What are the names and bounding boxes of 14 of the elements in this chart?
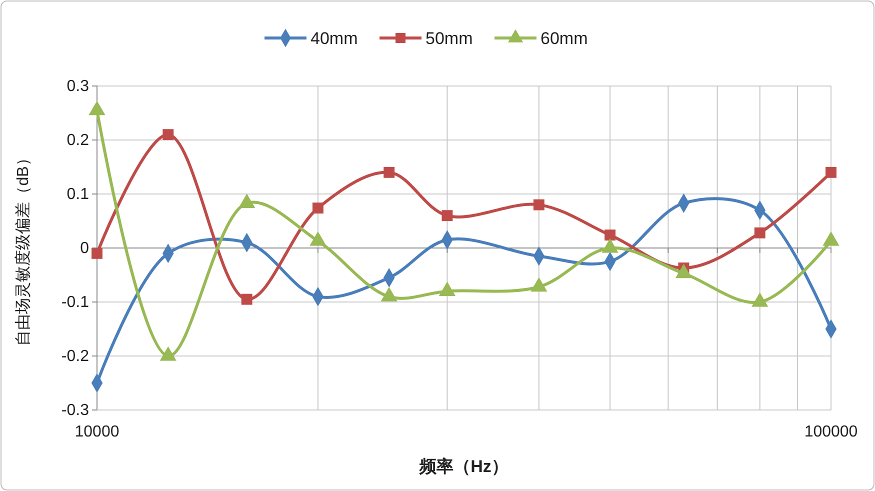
y-tick-label: 0.3 — [66, 78, 90, 96]
y-tick-label: 0.2 — [66, 132, 90, 150]
y-tick-label: 0.1 — [66, 186, 90, 204]
y-tick-label: -0.1 — [61, 294, 90, 312]
y-axis-title: 自由场灵敏度级偏差（dB） — [14, 150, 32, 346]
y-tick-label: -0.2 — [61, 348, 90, 366]
x-tick-label: 100000 — [804, 423, 858, 440]
legend-label: 40mm — [310, 29, 358, 48]
legend-label: 60mm — [540, 29, 588, 48]
y-tick-label: 0 — [80, 240, 90, 258]
x-axis-title: 频率（Hz） — [418, 457, 508, 476]
y-tick-label: -0.3 — [61, 402, 90, 420]
legend-label: 50mm — [426, 29, 473, 48]
x-tick-label: 10000 — [74, 423, 120, 440]
